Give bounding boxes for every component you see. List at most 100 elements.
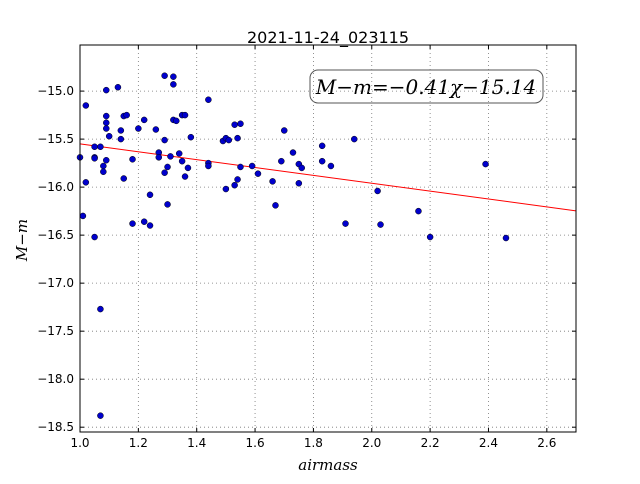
data-point	[181, 173, 189, 180]
data-point	[103, 119, 110, 127]
data-point	[91, 155, 98, 162]
data-point	[426, 233, 434, 241]
data-point	[114, 84, 122, 91]
data-point	[181, 111, 189, 119]
data-point	[170, 81, 177, 88]
data-point	[318, 157, 326, 165]
data-point	[280, 127, 288, 134]
data-point	[135, 125, 142, 132]
data-point	[298, 164, 305, 172]
data-point	[327, 162, 335, 170]
x-tick-label: 1.0	[70, 436, 89, 450]
data-point	[103, 112, 110, 120]
data-point	[318, 142, 326, 150]
data-point	[225, 136, 233, 144]
fit-annotation: M−m=−0.41χ−15.14	[315, 75, 536, 99]
y-tick-label: −18.0	[37, 372, 74, 386]
x-tick-label: 1.4	[187, 436, 206, 450]
data-point	[123, 111, 130, 119]
data-point	[129, 220, 136, 227]
y-tick-label: −15.0	[37, 84, 74, 98]
data-point	[351, 135, 358, 143]
data-point	[222, 185, 230, 193]
data-point	[155, 154, 163, 161]
data-point	[129, 156, 136, 163]
chart-title: 2021-11-24_023115	[247, 28, 409, 48]
data-point	[91, 143, 98, 151]
data-point	[254, 170, 262, 177]
data-point	[117, 135, 125, 143]
annotation-box	[309, 69, 544, 104]
data-point	[152, 126, 160, 133]
data-point	[103, 125, 110, 132]
y-tick-label: −15.5	[37, 132, 74, 146]
data-point	[82, 179, 90, 186]
data-point	[82, 102, 90, 109]
data-point	[97, 143, 104, 151]
data-point	[161, 72, 168, 79]
data-point	[170, 73, 177, 80]
y-tick-label: −17.5	[37, 324, 74, 338]
data-point	[234, 134, 241, 142]
data-point	[237, 163, 244, 171]
data-point	[374, 187, 381, 195]
data-point	[482, 160, 489, 168]
data-point	[295, 180, 303, 187]
x-tick-label: 1.6	[246, 436, 265, 450]
data-point	[187, 133, 195, 141]
data-point	[237, 120, 244, 127]
data-point	[502, 234, 510, 242]
data-point	[100, 168, 107, 176]
data-point	[105, 132, 113, 140]
data-point	[278, 157, 285, 165]
data-point	[342, 220, 349, 227]
data-point	[178, 157, 186, 165]
data-point	[205, 162, 212, 170]
axes-frame	[79, 44, 577, 433]
data-point	[173, 117, 180, 125]
data-point	[167, 153, 174, 160]
data-point	[289, 149, 297, 156]
x-tick-label: 2.2	[421, 436, 440, 450]
data-point	[103, 156, 110, 164]
data-point	[269, 178, 276, 185]
data-point	[100, 162, 107, 170]
data-point	[140, 116, 148, 124]
data-point	[377, 221, 384, 228]
data-point	[146, 191, 154, 199]
data-point	[161, 136, 168, 144]
data-point	[103, 86, 110, 94]
data-point	[175, 150, 183, 157]
x-tick-label: 2.6	[537, 436, 556, 450]
fit-line	[79, 143, 577, 212]
y-tick-label: −16.5	[37, 228, 74, 242]
data-point	[79, 212, 87, 220]
data-point	[248, 162, 256, 170]
data-point	[146, 222, 154, 229]
data-point	[91, 233, 98, 241]
data-point	[164, 163, 171, 171]
data-point	[234, 176, 241, 183]
y-tick-label: −17.0	[37, 276, 74, 290]
y-tick-label: −18.5	[37, 420, 74, 434]
x-axis-label: airmass	[298, 456, 358, 474]
x-tick-label: 2.0	[362, 436, 381, 450]
x-tick-label: 1.8	[304, 436, 323, 450]
y-tick-label: −16.0	[37, 180, 74, 194]
data-point	[161, 169, 168, 176]
data-point	[117, 127, 125, 134]
data-point	[140, 218, 148, 225]
data-point	[120, 175, 128, 182]
y-axis-label: M−m	[13, 219, 31, 262]
data-point	[205, 96, 212, 103]
x-tick-label: 1.2	[129, 436, 148, 450]
data-point	[231, 121, 238, 128]
data-point	[164, 201, 171, 208]
data-point	[272, 202, 279, 209]
plot-area: 1.0 1.2 1.4 1.6 1.8 2.0 2.2 2.4 2.6 −15.0 −15.5 −16…	[37, 45, 577, 450]
data-point	[97, 305, 104, 313]
x-tick-label: 2.4	[479, 436, 498, 450]
data-point	[184, 164, 192, 172]
data-point	[415, 207, 422, 215]
